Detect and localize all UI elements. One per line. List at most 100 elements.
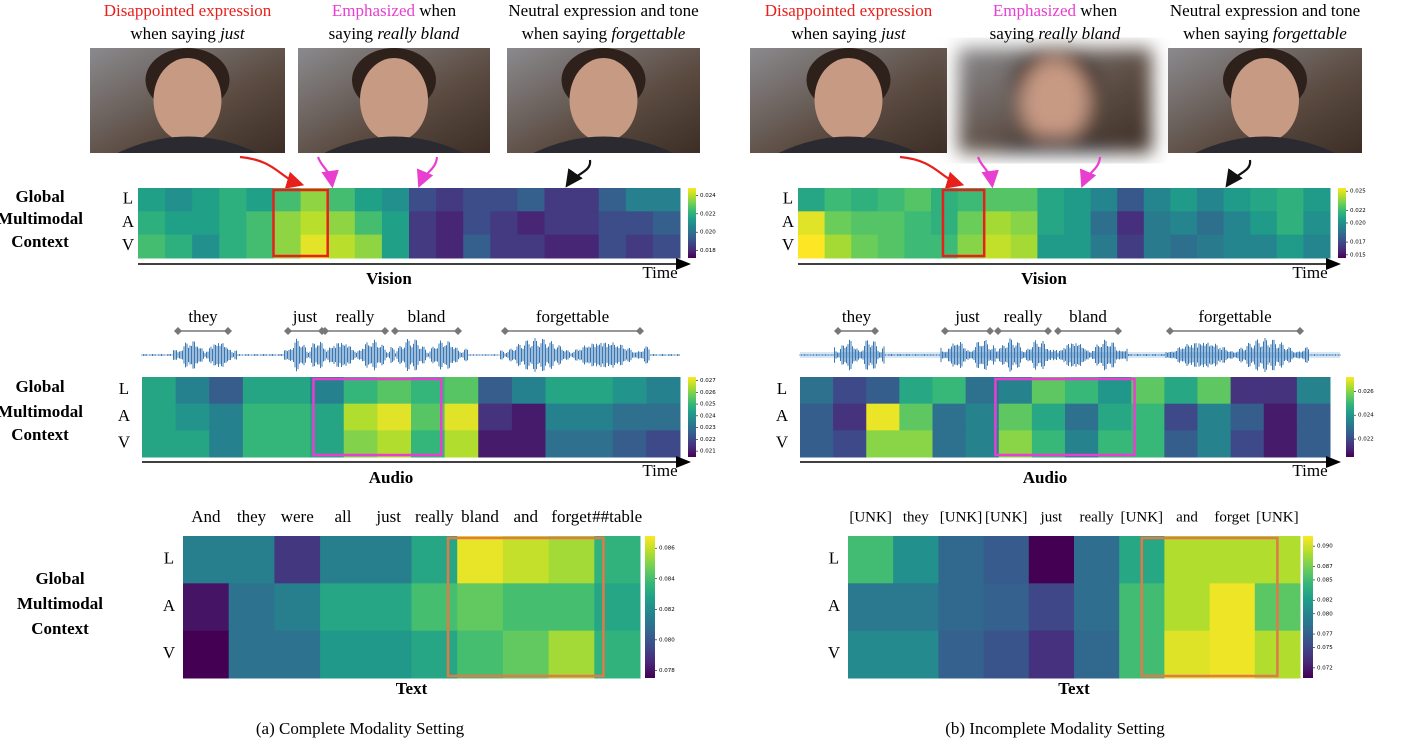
heatmap-cell [1143,234,1171,259]
pointer-arrow [899,155,965,189]
heatmap-cell [1276,234,1304,259]
heatmap-cell [545,377,580,405]
heatmap-cell [228,583,275,632]
time-label: Time [1292,263,1327,282]
heatmap-cell [276,403,311,431]
heatmap-cell [1131,430,1165,458]
heatmap-cell [138,188,166,212]
heatmap-cell [228,536,275,584]
colorbar-tick-label: 0.021 [700,449,716,455]
row-label: A [163,596,176,615]
heatmap-cell [646,377,681,405]
heatmap-cell [594,536,641,584]
token-label: [UNK] [1121,509,1164,525]
heatmap-cell [1209,583,1256,632]
heatmap-cell [931,211,959,236]
row-label: A [782,212,795,231]
heatmap-cell [377,377,412,405]
heatmap-cell [365,536,412,584]
heatmap-cell [1164,377,1198,405]
frame-caption: Neutral expression and tone [508,1,698,20]
heatmap-cell [1164,430,1198,458]
heatmap-cell [1028,630,1075,679]
heatmap-cell [246,188,274,212]
heatmap-cell [274,583,321,632]
heatmap-cell [579,377,614,405]
heatmap-cell [1010,211,1038,236]
colorbar [1346,377,1354,457]
heatmap-cell [866,377,900,405]
heatmap-cell [877,188,905,212]
heatmap-cell [877,234,905,259]
panel-caption: (a) Complete Modality Setting [256,719,465,738]
caption-part: Emphasized [993,1,1077,20]
heatmap-cell [1250,188,1278,212]
caption-part: forgettable [611,24,685,43]
colorbar-tick-label: 0.020 [1350,221,1366,227]
heatmap-cell [932,377,967,405]
heatmap-cell [544,188,573,212]
heatmap-cell [612,430,647,458]
heatmap-cell [327,188,356,212]
heatmap-cell [343,403,378,431]
colorbar [1303,536,1313,678]
heatmap-cell [612,377,647,405]
caption-part: when saying [1183,24,1273,43]
token-label: And [191,507,221,526]
heatmap-cell [175,377,210,405]
heatmap-cell [138,211,166,236]
heatmap-cell [1276,188,1304,212]
heatmap-cell [612,403,647,431]
heatmap-cell [1263,403,1298,431]
token-label: really [415,507,454,526]
heatmap-cell [1064,234,1092,259]
heatmap-cell [502,583,550,632]
heatmap-cell [209,403,244,431]
word-label: bland [408,307,446,326]
colorbar-tick-label: 0.072 [1317,665,1333,671]
heatmap-cell [938,536,985,584]
row-label: L [164,549,174,568]
colorbar-tick-label: 0.080 [659,637,675,643]
heatmap-cell [511,377,546,405]
heatmap-cell [848,583,894,632]
colorbar-tick-label: 0.087 [1317,564,1333,570]
heatmap-cell [798,211,826,236]
caption-part: saying [329,24,378,43]
heatmap-cell [192,211,220,236]
heatmap-cell [983,536,1030,584]
heatmap-cell [544,234,573,259]
caption-part: saying [990,24,1039,43]
token-label: they [903,509,929,525]
word-label: really [1004,307,1043,326]
colorbar-tick-label: 0.082 [659,607,675,613]
heatmap-cell [957,188,985,212]
heatmap-cell [932,430,967,458]
heatmap-cell [1064,211,1092,236]
heatmap-cell [457,630,504,679]
heatmap-cell [517,188,545,212]
caption-part: Emphasized [332,1,416,20]
heatmap-cell [1065,430,1099,458]
heatmap-cell [1090,188,1118,212]
heatmap-cell [824,211,852,236]
heatmap-cell [998,430,1033,458]
heatmap-cell [343,430,378,458]
heatmap-cell [246,211,274,236]
heatmap-cell [1164,403,1198,431]
heatmap-cell [511,403,546,431]
heatmap-cell [209,377,244,405]
heatmap-cell [1223,234,1251,259]
highlight-box [446,536,605,678]
heatmap-cell [343,377,378,405]
heatmap-cell [183,536,230,584]
heatmap-cell [548,536,595,584]
heatmap-cell [545,403,580,431]
side-label: Global [35,569,84,588]
heatmap-cell [904,188,932,212]
heatmap-cell [165,234,193,259]
token-label: and [513,507,538,526]
heatmap-cell [1010,234,1038,259]
heatmap-cell [548,630,595,679]
heatmap-cell [824,234,852,259]
